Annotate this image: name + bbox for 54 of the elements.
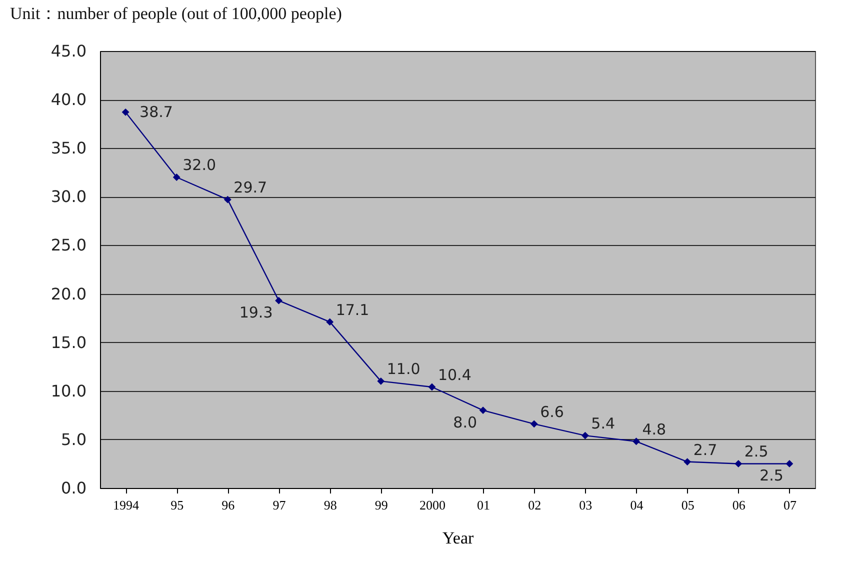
data-label: 11.0 — [386, 360, 420, 378]
data-label: 29.7 — [234, 178, 268, 197]
data-label: 38.7 — [140, 103, 173, 122]
x-axis-title: Year — [442, 528, 474, 548]
y-tick-label: 25.0 — [50, 236, 86, 255]
data-label: 8.0 — [453, 413, 478, 432]
y-tick-label: 35.0 — [50, 138, 86, 158]
point — [224, 196, 232, 204]
x-tick-label: 01 — [477, 498, 490, 512]
x-tick-label: 02 — [528, 498, 542, 512]
point — [172, 174, 180, 181]
y-tick-label: 20.0 — [50, 284, 86, 304]
data-label: 2.5 — [744, 442, 768, 461]
data-label: 2.7 — [693, 440, 718, 459]
x-tick-label: 1994 — [113, 498, 140, 512]
x-tick-label: 98 — [324, 498, 337, 512]
data-label: 32.0 — [182, 156, 216, 174]
x-tick-label: 06 — [732, 498, 746, 512]
chart-title: Unit：number of people (out of 100,000 people) — [10, 4, 342, 23]
x-tick-label: 95 — [170, 498, 184, 512]
point — [428, 383, 436, 391]
x-tick-label: 07 — [783, 498, 797, 512]
point — [684, 458, 692, 466]
x-tick-label: 03 — [579, 498, 592, 512]
point — [275, 296, 282, 304]
x-tick-label: 97 — [272, 498, 286, 512]
y-tick-label: 10.0 — [50, 381, 86, 400]
point — [581, 432, 589, 440]
y-tick-label: 30.0 — [50, 187, 86, 206]
point — [530, 420, 538, 428]
point — [632, 438, 640, 446]
data-label: 17.1 — [336, 300, 370, 319]
y-tick-label: 5.0 — [61, 430, 86, 449]
data-label: 2.5 — [760, 466, 784, 485]
x-tick-label: 05 — [681, 498, 694, 512]
x-tick-label: 04 — [630, 498, 644, 512]
y-tick-label: 15.0 — [50, 332, 86, 352]
y-tick-label: 45.0 — [50, 42, 86, 60]
point — [377, 377, 385, 385]
data-label: 6.6 — [540, 402, 564, 421]
data-label: 19.3 — [239, 304, 273, 322]
data-label: 10.4 — [438, 366, 472, 384]
data-label: 5.4 — [591, 414, 616, 433]
x-tick-label: 2000 — [419, 498, 446, 512]
y-tick-label: 40.0 — [50, 90, 86, 110]
x-tick-label: 96 — [222, 498, 236, 512]
point — [122, 108, 130, 116]
y-tick-label: 0.0 — [61, 478, 86, 498]
point — [326, 318, 334, 326]
point — [734, 460, 742, 468]
point — [479, 406, 487, 414]
data-label: 4.8 — [642, 420, 666, 438]
x-tick-label: 99 — [374, 498, 388, 512]
point — [786, 460, 794, 468]
